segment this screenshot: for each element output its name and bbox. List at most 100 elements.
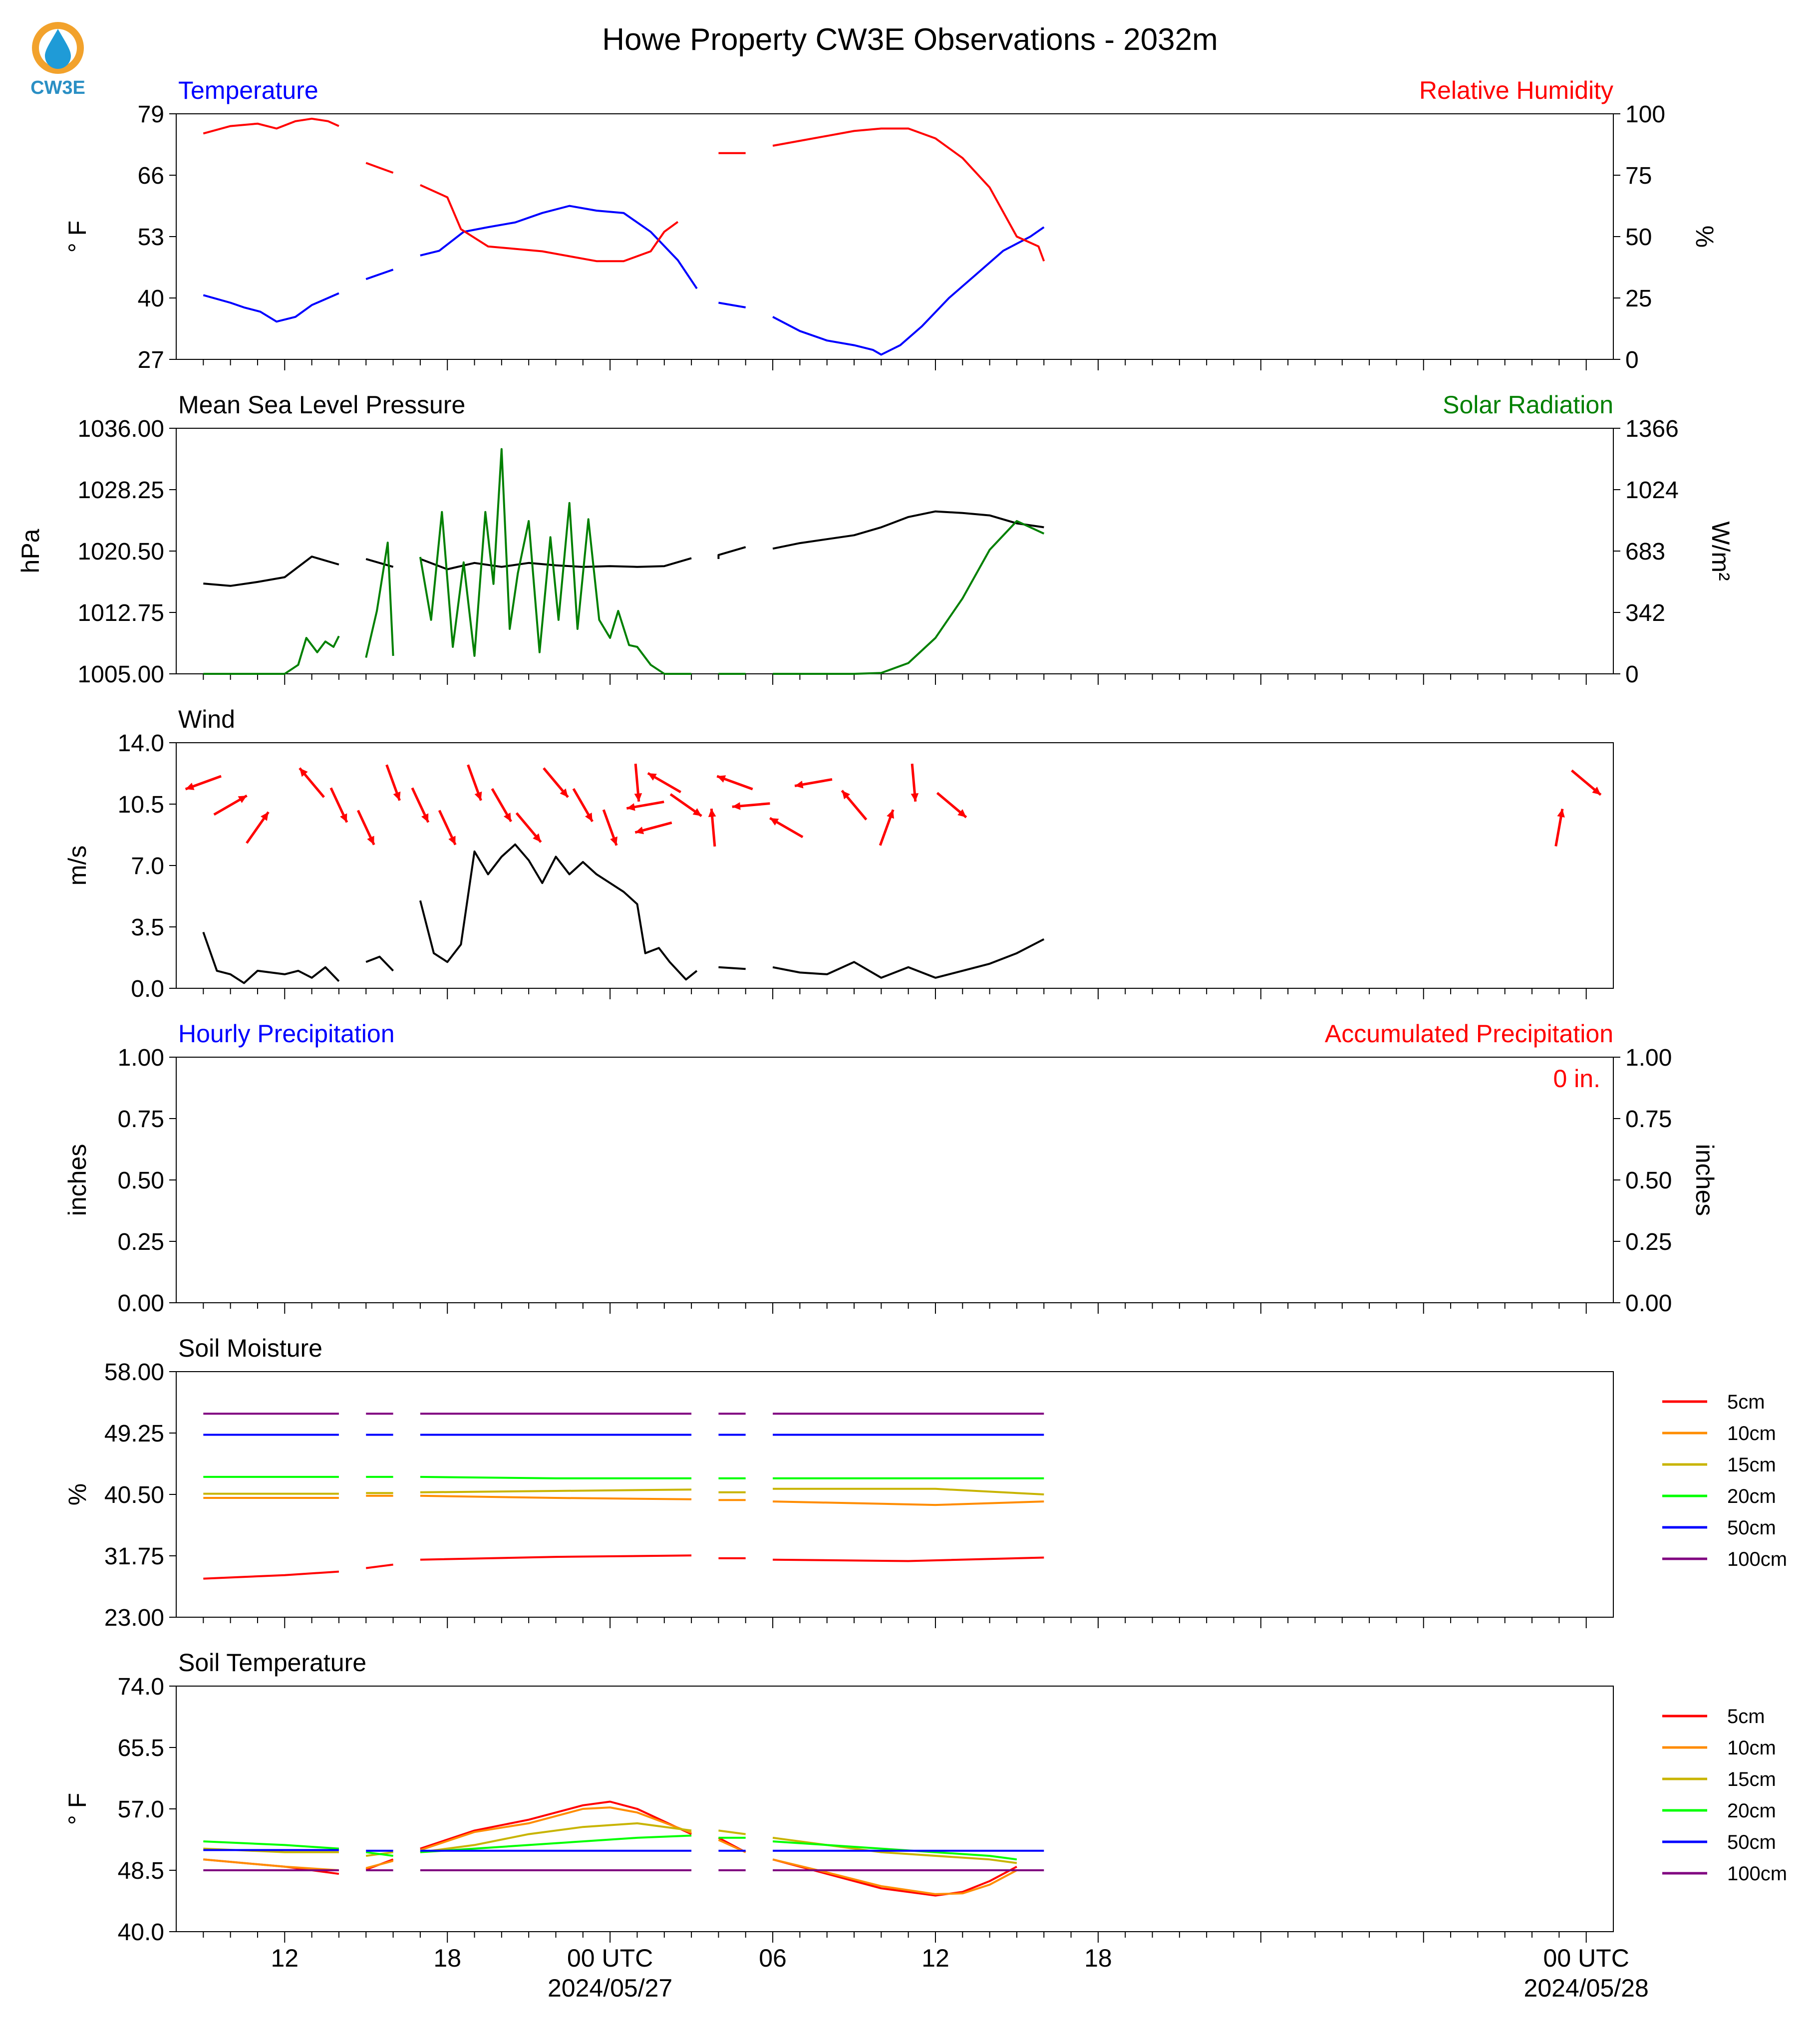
panel-6: Soil Temperature 40.0 48.5 57.0 65.5 74.0 ° F 5… — [63, 1649, 1787, 1946]
y2-tick-label: 50 — [1625, 224, 1652, 251]
x-tick-label: 12 — [271, 1944, 299, 1972]
series-5cm — [203, 1547, 1586, 1578]
panel-1: Temperature Relative Humidity 27 40 53 66 79 ° … — [63, 76, 1719, 373]
series-10cm — [203, 1744, 1586, 1894]
x-tick-label: 12 — [921, 1944, 949, 1972]
series-50cm — [203, 1435, 1586, 1439]
x-tick-label: 06 — [759, 1944, 787, 1972]
wind-arrow-head — [560, 788, 568, 798]
y2-tick-label: 683 — [1625, 539, 1665, 565]
legend-label: 15cm — [1727, 1768, 1776, 1790]
y2-tick-label: 0.00 — [1625, 1290, 1672, 1317]
wind-arrow-head — [692, 808, 702, 816]
y-tick-label: 40.0 — [118, 1919, 164, 1946]
y-tick-label: 1005.00 — [77, 661, 164, 688]
legend-label: 10cm — [1727, 1737, 1776, 1759]
wind-arrow-head — [1557, 809, 1565, 818]
wind-arrow-head — [647, 773, 657, 781]
panel-right-title: Relative Humidity — [1419, 76, 1613, 104]
wind-arrow-head — [717, 775, 726, 783]
y-axis-label: ° F — [63, 1793, 91, 1825]
legend-label: 20cm — [1727, 1485, 1776, 1507]
y2-tick-label: 342 — [1625, 600, 1665, 626]
x-tick-label: 18 — [433, 1944, 461, 1972]
y-tick-label: 27 — [138, 347, 164, 373]
panel-right-title: Solar Radiation — [1443, 391, 1613, 419]
panel-title: Temperature — [178, 76, 318, 104]
y2-tick-label: 75 — [1625, 163, 1652, 189]
x-date-label: 2024/05/28 — [1524, 1974, 1649, 2002]
y-tick-label: 31.75 — [104, 1543, 164, 1570]
logo: CW3E — [30, 22, 85, 98]
series-10cm — [203, 1496, 1586, 1505]
wind-arrow-head — [421, 813, 429, 823]
panels: Temperature Relative Humidity 27 40 53 66 79 ° … — [16, 76, 1787, 1946]
wind-arrow-head — [533, 833, 541, 843]
panel-title: Wind — [178, 705, 235, 733]
wind-arrow-head — [238, 796, 247, 803]
panel-title: Mean Sea Level Pressure — [178, 391, 465, 419]
y-tick-label: 49.25 — [104, 1421, 164, 1447]
wind-arrow-head — [626, 803, 635, 811]
wind-arrow-head — [503, 812, 511, 822]
y-tick-label: 48.5 — [118, 1858, 164, 1884]
y-axis-label: inches — [63, 1144, 91, 1216]
wind-arrow-head — [1592, 787, 1601, 795]
y-tick-label: 58.00 — [104, 1359, 164, 1386]
wind-arrow-head — [585, 812, 593, 822]
y2-tick-label: 1366 — [1625, 416, 1679, 442]
series-temperature — [203, 180, 1586, 355]
y-tick-label: 66 — [138, 163, 164, 189]
logo-drop-icon — [45, 29, 71, 69]
series-solar-radiation — [203, 449, 1586, 674]
y-tick-label: 0.0 — [131, 976, 164, 1002]
y-tick-label: 1020.50 — [77, 539, 164, 565]
y-axis-label: hPa — [16, 529, 44, 573]
accumulated-label: 0 in. — [1553, 1065, 1600, 1093]
panel-frame — [176, 1057, 1614, 1303]
y-tick-label: 53 — [138, 224, 164, 251]
legend-label: 5cm — [1727, 1706, 1765, 1728]
y-tick-label: 1036.00 — [77, 416, 164, 442]
legend-label: 50cm — [1727, 1517, 1776, 1539]
panel-frame — [176, 1371, 1614, 1618]
y-tick-label: 23.00 — [104, 1605, 164, 1631]
series-15cm — [203, 1489, 1586, 1494]
wind-arrow-head — [842, 790, 851, 800]
y-axis-label: ° F — [63, 221, 91, 253]
logo-text: CW3E — [30, 77, 85, 98]
panel-right-title: Accumulated Precipitation — [1325, 1020, 1613, 1048]
legend-label: 100cm — [1727, 1863, 1787, 1885]
x-tick-label: 00 UTC — [567, 1944, 653, 1972]
legend-label: 15cm — [1727, 1454, 1776, 1476]
y-tick-label: 65.5 — [118, 1735, 164, 1761]
wind-arrow-head — [474, 791, 482, 801]
y-tick-label: 40 — [138, 286, 164, 312]
panel-title: Soil Temperature — [178, 1649, 366, 1677]
y2-tick-label: 100 — [1625, 101, 1665, 128]
panel-frame — [176, 113, 1614, 360]
series-wind-speed — [203, 845, 1586, 983]
y-tick-label: 79 — [138, 101, 164, 128]
wind-arrow-head — [957, 809, 966, 818]
y2-tick-label: 1024 — [1625, 477, 1679, 504]
series-relative-humidity — [203, 119, 1586, 298]
y2-axis-label: inches — [1691, 1144, 1719, 1216]
wind-arrow-head — [448, 836, 456, 845]
y2-tick-label: 0.75 — [1625, 1106, 1672, 1133]
panel-2: Mean Sea Level Pressure Solar Radiation 10… — [16, 391, 1735, 688]
x-date-label: 2024/05/27 — [548, 1974, 672, 2002]
y2-tick-label: 0 — [1625, 347, 1639, 373]
wind-arrow-head — [732, 802, 741, 810]
panel-4: Hourly Precipitation Accumulated Precipit… — [63, 1020, 1719, 1317]
panel-frame — [176, 1686, 1614, 1932]
wind-arrow-head — [300, 768, 308, 777]
y-tick-label: 0.25 — [118, 1229, 164, 1255]
y2-tick-label: 0.50 — [1625, 1167, 1672, 1194]
wind-arrow-head — [610, 836, 617, 846]
y-axis-label: m/s — [63, 846, 91, 886]
y-axis-label: % — [63, 1483, 91, 1505]
y2-axis-label: W/m² — [1707, 521, 1735, 580]
